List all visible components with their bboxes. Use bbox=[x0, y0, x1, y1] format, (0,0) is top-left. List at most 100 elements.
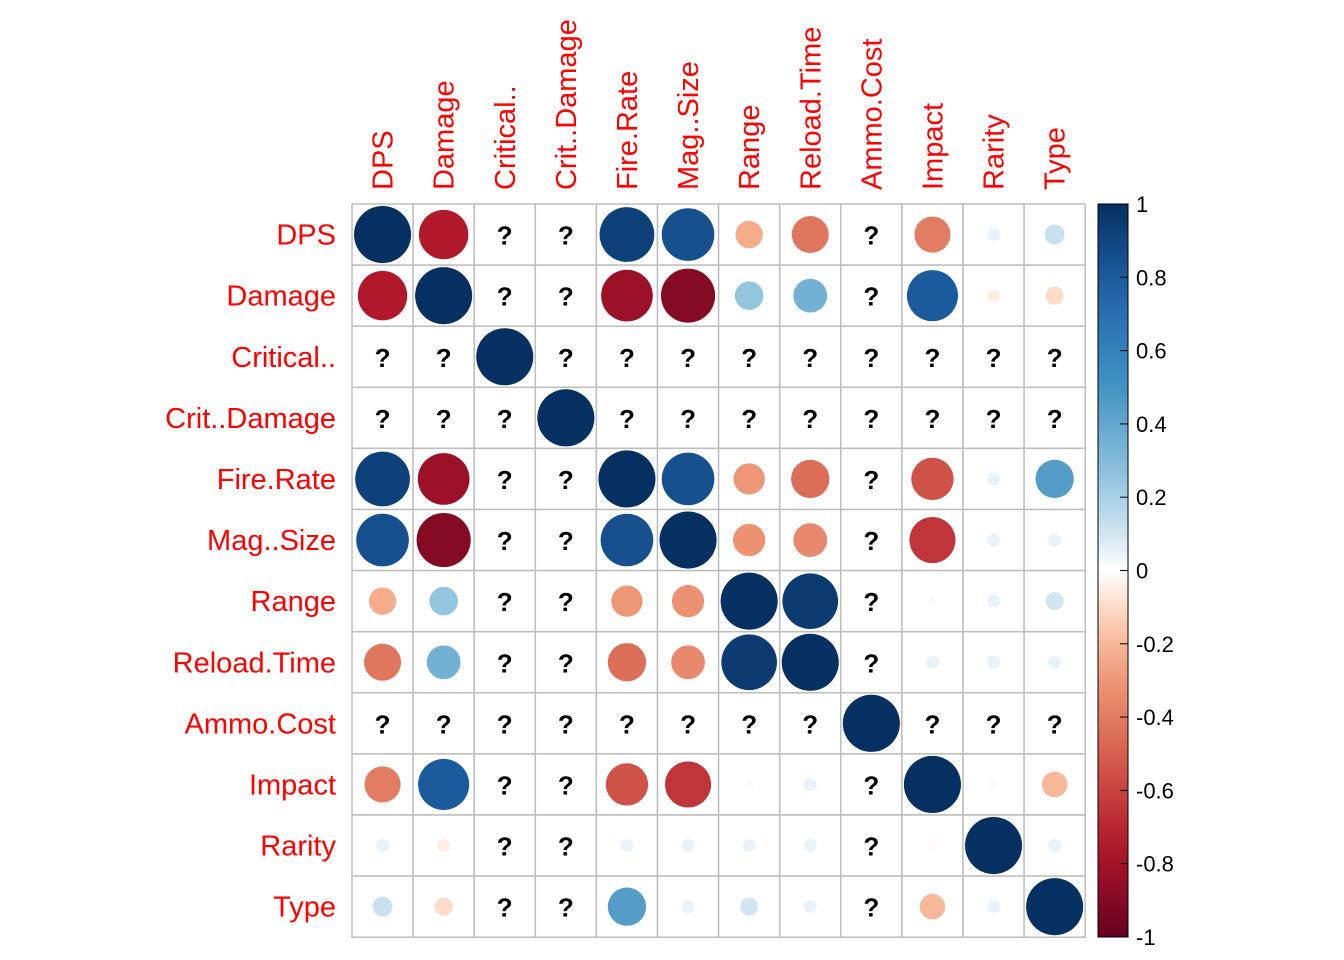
matrix-cell: ? bbox=[412, 692, 475, 755]
correlation-circle bbox=[987, 900, 1000, 914]
matrix-cell bbox=[412, 814, 475, 877]
correlation-circle bbox=[906, 270, 958, 322]
column-label: Fire.Rate bbox=[612, 71, 644, 190]
correlation-circle bbox=[417, 453, 470, 505]
row-label: Critical.. bbox=[231, 342, 336, 374]
cell-frame bbox=[901, 386, 964, 450]
matrix-cell: ? bbox=[901, 325, 964, 389]
missing-value-mark: ? bbox=[558, 832, 574, 862]
correlation-circle bbox=[1048, 839, 1062, 852]
matrix-cell: ? bbox=[778, 386, 842, 450]
column-label: Reload.Time bbox=[795, 27, 827, 190]
matrix-cell bbox=[1023, 569, 1086, 633]
correlation-circle bbox=[965, 817, 1023, 875]
missing-value-mark: ? bbox=[436, 709, 452, 739]
row-label: Fire.Rate bbox=[217, 464, 336, 496]
matrix-cell: ? bbox=[534, 753, 598, 816]
correlation-circle bbox=[721, 634, 777, 691]
matrix-cell bbox=[901, 630, 964, 694]
column-label: Mag..Size bbox=[673, 61, 705, 190]
matrix-cell: ? bbox=[840, 875, 903, 938]
missing-value-mark: ? bbox=[1047, 709, 1063, 739]
matrix-cell bbox=[595, 508, 659, 572]
missing-value-mark: ? bbox=[558, 465, 574, 495]
missing-value-mark: ? bbox=[741, 404, 757, 434]
cell-frame bbox=[1023, 692, 1086, 755]
missing-value-mark: ? bbox=[925, 709, 941, 739]
matrix-cell: ? bbox=[656, 325, 720, 389]
correlation-circle bbox=[681, 839, 695, 852]
matrix-cell bbox=[1023, 508, 1086, 572]
missing-value-mark: ? bbox=[925, 343, 941, 373]
correlation-circle bbox=[364, 643, 402, 681]
matrix-cell bbox=[656, 753, 720, 816]
correlation-circle bbox=[1045, 286, 1064, 305]
matrix-cell bbox=[717, 630, 781, 694]
correlation-circle bbox=[734, 281, 764, 310]
matrix-cell: ? bbox=[840, 814, 903, 877]
missing-value-mark: ? bbox=[558, 709, 574, 739]
correlation-circle bbox=[415, 267, 473, 325]
correlation-circle bbox=[735, 220, 763, 249]
correlation-circle bbox=[607, 887, 647, 926]
missing-value-mark: ? bbox=[802, 709, 818, 739]
missing-value-mark: ? bbox=[863, 404, 879, 434]
matrix-cell bbox=[351, 508, 414, 572]
matrix-cell bbox=[778, 447, 842, 511]
matrix-cell: ? bbox=[840, 325, 903, 389]
correlation-circle bbox=[732, 523, 766, 557]
cell-frame bbox=[351, 692, 414, 755]
matrix-cell: ? bbox=[1023, 386, 1086, 450]
correlation-circle bbox=[476, 328, 534, 386]
matrix-cell: ? bbox=[473, 508, 537, 572]
matrix-cell: ? bbox=[962, 692, 1025, 755]
correlation-circle bbox=[928, 597, 937, 606]
color-scale-tick-label: 0.6 bbox=[1136, 339, 1167, 364]
missing-value-mark: ? bbox=[925, 404, 941, 434]
matrix-cell: ? bbox=[473, 753, 537, 816]
missing-value-mark: ? bbox=[375, 709, 391, 739]
matrix-cell bbox=[351, 569, 414, 633]
missing-value-mark: ? bbox=[863, 587, 879, 617]
matrix-cell: ? bbox=[962, 325, 1025, 389]
matrix-cell bbox=[412, 203, 475, 266]
matrix-cell: ? bbox=[473, 692, 537, 755]
missing-value-mark: ? bbox=[619, 343, 635, 373]
matrix-cell: ? bbox=[1023, 325, 1086, 389]
row-label: DPS bbox=[276, 220, 336, 252]
correlation-circle bbox=[671, 645, 705, 680]
missing-value-mark: ? bbox=[680, 343, 696, 373]
column-label: Critical.. bbox=[490, 85, 522, 190]
matrix-cell bbox=[717, 508, 781, 572]
matrix-cell: ? bbox=[473, 203, 537, 266]
correlation-circle bbox=[607, 643, 647, 682]
matrix-cell bbox=[717, 264, 781, 327]
matrix-cell bbox=[351, 447, 414, 511]
correlation-circle bbox=[434, 897, 453, 916]
correlation-circle bbox=[987, 655, 1000, 669]
correlation-circle bbox=[364, 766, 401, 803]
matrix-cell: ? bbox=[595, 692, 659, 755]
matrix-cell bbox=[962, 630, 1025, 694]
missing-value-mark: ? bbox=[986, 709, 1002, 739]
matrix-cell bbox=[351, 875, 414, 938]
color-scale-tick-label: 0.4 bbox=[1136, 412, 1167, 437]
matrix-cell bbox=[778, 264, 842, 327]
correlation-circle bbox=[601, 269, 653, 322]
cell-frame bbox=[656, 692, 720, 755]
missing-value-mark: ? bbox=[558, 587, 574, 617]
correlation-circle bbox=[357, 270, 408, 321]
cell-frame bbox=[534, 814, 598, 877]
correlation-circle bbox=[782, 573, 839, 629]
matrix-cell bbox=[778, 203, 842, 266]
missing-value-mark: ? bbox=[497, 832, 513, 862]
matrix-cell bbox=[595, 264, 659, 327]
cell-frame bbox=[534, 753, 598, 816]
correlation-circle bbox=[781, 633, 839, 691]
row-label: Reload.Time bbox=[173, 647, 336, 679]
cell-frame bbox=[840, 814, 903, 877]
correlation-matrix: ????????????????????????????????????????… bbox=[351, 203, 1086, 938]
column-label: Range bbox=[734, 105, 766, 190]
missing-value-mark: ? bbox=[497, 282, 513, 312]
cell-frame bbox=[1023, 386, 1086, 450]
